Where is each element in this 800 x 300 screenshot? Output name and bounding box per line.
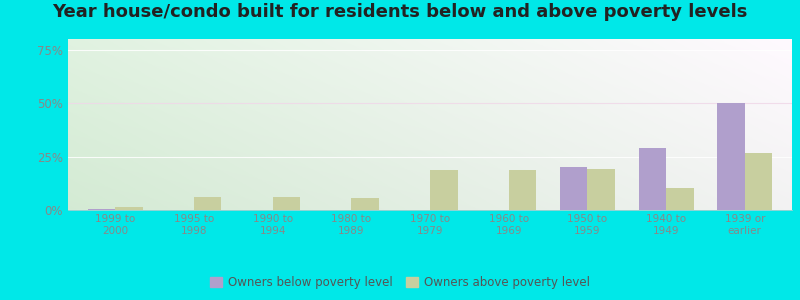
Bar <box>194 197 222 210</box>
Text: Year house/condo built for residents below and above poverty levels: Year house/condo built for residents bel… <box>52 3 748 21</box>
Legend: Owners below poverty level, Owners above poverty level: Owners below poverty level, Owners above… <box>205 272 595 294</box>
Bar <box>509 170 536 210</box>
Bar <box>638 148 666 210</box>
Bar <box>587 169 615 210</box>
Bar <box>351 198 379 210</box>
Bar <box>273 197 300 210</box>
Bar <box>745 153 772 210</box>
Bar <box>718 103 745 210</box>
Bar <box>115 207 142 210</box>
Bar <box>560 167 587 210</box>
Bar <box>666 188 694 210</box>
Bar <box>430 170 458 210</box>
Bar <box>88 209 115 210</box>
